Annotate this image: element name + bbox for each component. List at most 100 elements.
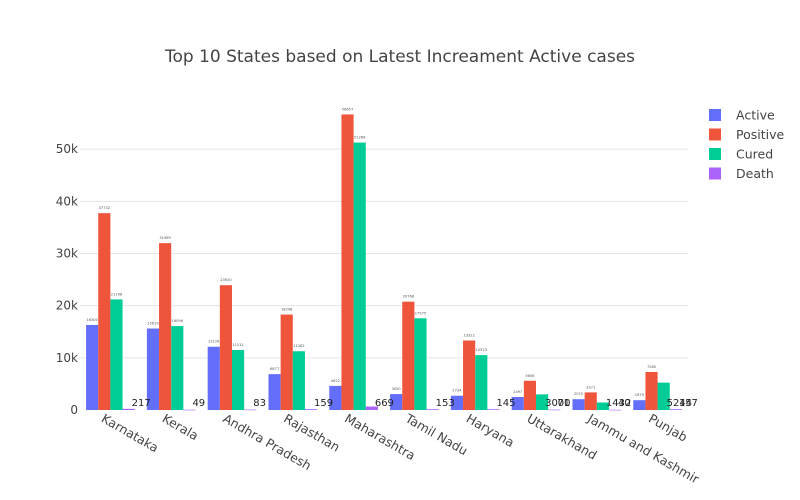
- legend-item-death[interactable]: Death: [709, 166, 774, 181]
- legend[interactable]: Active Positive Cured Death: [709, 108, 784, 182]
- data-label: 157: [679, 398, 698, 409]
- data-label: 51266: [354, 136, 366, 140]
- data-label: 11262: [293, 344, 304, 348]
- y-tick-label: 0: [70, 403, 78, 417]
- legend-swatch: [709, 109, 721, 121]
- bar-cured[interactable]: [171, 326, 184, 410]
- bar-death[interactable]: [426, 409, 439, 410]
- y-axis: 0 10k 20k 30k 40k 50k: [56, 142, 78, 417]
- legend-label: Cured: [736, 147, 773, 162]
- bar-death[interactable]: [487, 409, 500, 410]
- data-label: 40: [618, 398, 631, 409]
- bars: [86, 114, 682, 411]
- bar-cured[interactable]: [110, 299, 123, 410]
- bar-positive[interactable]: [645, 372, 658, 410]
- bar-cured[interactable]: [292, 351, 305, 410]
- data-label: 2497: [513, 390, 522, 394]
- bar-positive[interactable]: [463, 340, 476, 410]
- legend-swatch: [709, 148, 721, 160]
- y-tick-label: 40k: [56, 194, 78, 208]
- bar-positive[interactable]: [523, 380, 536, 410]
- bar-active[interactable]: [207, 346, 220, 410]
- data-label: 16096: [172, 319, 184, 323]
- data-label: 5244: [667, 398, 692, 409]
- bar-death[interactable]: [365, 406, 378, 410]
- data-label: 3371: [586, 385, 595, 389]
- data-label: 17575: [415, 311, 426, 315]
- data-label: 37732: [99, 206, 110, 210]
- bar-death[interactable]: [122, 408, 135, 410]
- data-label: 159: [314, 398, 333, 409]
- data-label: 6877: [270, 367, 279, 371]
- bar-cured[interactable]: [536, 394, 549, 410]
- legend-item-positive[interactable]: Positive: [709, 127, 784, 142]
- data-label: 21198: [111, 292, 123, 296]
- x-tick-label: Karnataka: [99, 411, 161, 456]
- data-label: 18298: [281, 308, 293, 312]
- data-label: 153: [436, 398, 455, 409]
- bar-active[interactable]: [633, 400, 646, 410]
- bar-positive[interactable]: [280, 314, 293, 410]
- bar-positive[interactable]: [159, 243, 172, 410]
- bar-death[interactable]: [304, 409, 318, 410]
- legend-label: Death: [736, 166, 774, 181]
- bar-active[interactable]: [329, 385, 342, 410]
- bar-active[interactable]: [146, 328, 160, 410]
- bar-positive[interactable]: [219, 285, 232, 410]
- bar-positive[interactable]: [584, 392, 597, 410]
- data-label: 2070: [574, 392, 584, 396]
- bar-active[interactable]: [511, 396, 524, 410]
- legend-label: Active: [736, 108, 775, 123]
- x-tick-label: Haryana: [464, 411, 517, 450]
- data-label: 5606: [525, 374, 535, 378]
- data-label: 31989: [159, 236, 171, 240]
- x-tick-label: Kerala: [160, 411, 201, 444]
- bar-active[interactable]: [268, 374, 281, 410]
- data-label: 16300: [86, 318, 98, 322]
- y-tick-label: 50k: [56, 142, 78, 156]
- y-tick-label: 30k: [56, 247, 78, 261]
- bar-cured[interactable]: [353, 142, 366, 410]
- bar-death[interactable]: [244, 409, 257, 411]
- bar-positive[interactable]: [402, 301, 415, 410]
- bar-positive[interactable]: [98, 213, 111, 410]
- data-label: 217: [132, 398, 151, 409]
- data-label: 2734: [452, 389, 462, 393]
- bar-cured[interactable]: [657, 382, 670, 410]
- data-label: 12126: [208, 340, 220, 344]
- bar-death[interactable]: [608, 409, 622, 411]
- legend-item-active[interactable]: Active: [709, 108, 775, 123]
- data-label: 20768: [403, 295, 415, 299]
- y-tick-label: 20k: [56, 299, 78, 313]
- data-label: 71: [557, 398, 570, 409]
- chart-title: Top 10 States based on Latest Increament…: [164, 47, 635, 67]
- bar-positive[interactable]: [341, 114, 354, 410]
- x-tick-label: Punjab: [646, 411, 690, 445]
- bar-active[interactable]: [450, 395, 464, 410]
- data-label: 669: [375, 398, 394, 409]
- legend-item-cured[interactable]: Cured: [709, 147, 773, 162]
- bar-active[interactable]: [572, 399, 585, 410]
- data-label: 83: [253, 398, 266, 409]
- bar-cured[interactable]: [414, 318, 427, 410]
- data-label: 15619: [147, 322, 159, 326]
- bar-cured[interactable]: [475, 355, 488, 410]
- bar-active[interactable]: [390, 394, 403, 410]
- gridlines: [80, 148, 688, 359]
- x-tick-label: Jammu and Kashmir: [584, 410, 702, 487]
- bar-cured[interactable]: [596, 402, 609, 410]
- bar-death[interactable]: [669, 409, 682, 410]
- data-label: 10523: [476, 348, 487, 352]
- legend-swatch: [709, 128, 721, 141]
- data-label: 23920: [220, 278, 232, 282]
- data-label: 13322: [463, 334, 474, 338]
- bar-death[interactable]: [183, 409, 196, 411]
- bar-death[interactable]: [548, 409, 561, 411]
- data-label: 56657: [342, 107, 353, 111]
- bar-active[interactable]: [86, 324, 99, 410]
- data-label: 49: [192, 398, 205, 409]
- bar-cured[interactable]: [232, 349, 245, 410]
- data-label: 3000: [545, 398, 570, 409]
